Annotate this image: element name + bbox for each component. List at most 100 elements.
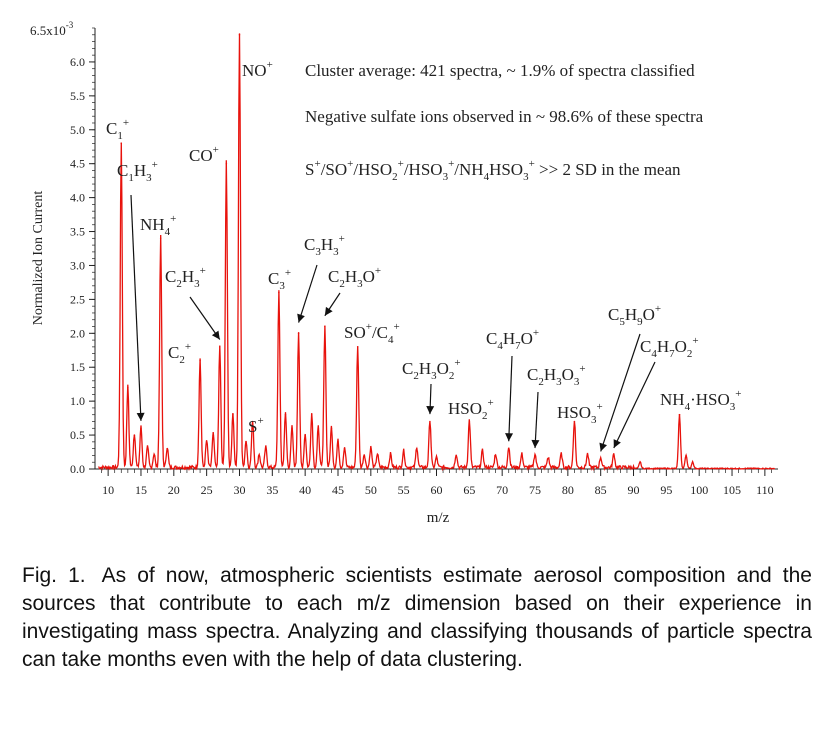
peak-point [547,458,549,460]
annotation-arrow-line [130,194,142,421]
peak-point [376,454,379,457]
peak-point [455,454,458,457]
annotation-arrow-head [297,313,305,323]
peak-point [494,454,497,457]
label-s: S+ [248,415,264,436]
axes: 0.0 0.5 1.0 1.5 2.0 2.5 3.0 3.5 4.0 4.5 5.0 5.5 6.0 1… [70,27,778,497]
info-line-cluster: Cluster average: 421 spectra, ~ 1.9% of … [305,61,695,80]
peak-point [291,427,293,430]
info-line-sulfate: Negative sulfate ions observed in ~ 98.6… [305,107,704,126]
label-c2h3o2: C2H3O2+ [402,357,461,382]
peak-point [599,458,602,460]
label-c3h3: C3H3+ [304,233,345,258]
y-tick-label: 6.0 [70,55,85,69]
peak-point [199,359,201,362]
peak-point [586,454,589,457]
y-tick-label: 1.0 [70,394,85,408]
y-axis-label: Normalized Ion Current [31,191,46,326]
x-tick-label: 100 [690,483,708,497]
annotation-arrow-head [613,439,621,449]
label-c2h3o: C2H3O+ [328,265,381,290]
y-tick-label: 0.0 [70,462,85,476]
peak-point [370,447,372,450]
x-tick-label: 80 [562,483,574,497]
peak-point [343,447,346,450]
label-c2: C2+ [168,341,191,366]
peak-point [258,454,260,457]
label-so-c4: SO+/C4+ [344,321,400,346]
y-tick-label: 3.0 [70,258,85,272]
peak-point [159,237,162,240]
label-hso2: HSO2+ [448,397,494,422]
peak-point [389,454,392,457]
label-no: NO+ [242,59,273,80]
peak-point [356,346,359,348]
peak-point [304,434,306,436]
label-nh4-hso3: NH4·HSO3+ [660,388,741,413]
x-tick-label: 20 [168,483,180,497]
peak-point [481,451,484,453]
y-tick-label: 1.5 [70,360,85,374]
label-c1: C1+ [106,117,129,142]
peak-point [278,291,280,294]
peak-point [639,461,641,464]
x-axis-label: m/z [427,510,450,526]
x-tick-label: 90 [628,483,640,497]
peak-point [415,447,418,450]
peak-point [324,325,326,328]
annotation-arrow-head [505,433,514,442]
peak-point [507,447,510,450]
annotation-arrow-line [613,361,656,449]
peak-point [212,434,215,436]
annotation-arrow-line [508,355,513,442]
peak-point [330,427,333,430]
x-tick-label: 25 [201,483,213,497]
peak-point [560,454,563,457]
x-tick-label: 105 [723,483,741,497]
x-tick-label: 50 [365,483,377,497]
peak-point [251,420,254,423]
x-tick-label: 40 [299,483,311,497]
peak-point [205,441,208,443]
peak-point [317,427,320,430]
info-line-sd: S+/SO+/HSO2+/HSO3+/NH4HSO3+ >> 2 SD in t… [305,158,681,183]
x-tick-label: 15 [135,483,147,497]
peak-point [613,454,615,457]
figure-caption: Fig. 1. As of now, atmospheric scientist… [22,562,812,674]
y-tick-label: 2.0 [70,326,85,340]
peak-point [232,413,234,416]
peak-point [534,454,536,457]
peak-point [133,434,136,436]
label-c1h3: C1H3+ [117,159,158,184]
y-exponent-label: 6.5x10-3 [30,20,74,38]
peak-point [363,454,366,457]
peak-point [685,454,687,457]
peak-point [337,441,339,443]
label-c2h3: C2H3+ [165,265,206,290]
peak-point [153,454,155,457]
peak-point [435,458,438,460]
peak-point [402,451,405,453]
label-c2h3o3: C2H3O3+ [527,363,586,388]
x-tick-label: 85 [595,483,607,497]
label-nh4: NH4+ [140,213,176,238]
x-tick-label: 95 [660,483,672,497]
peak-point [678,413,681,416]
y-tick-label: 0.5 [70,428,85,442]
y-tick-label: 4.0 [70,191,85,205]
x-tick-label: 10 [102,483,114,497]
label-co: CO+ [189,144,219,165]
x-tick-label: 75 [529,483,541,497]
y-tick-label: 4.5 [70,157,85,171]
annotation-arrows [130,194,656,452]
y-tick-label: 5.5 [70,89,85,103]
y-tick-label: 5.0 [70,123,85,137]
spectrum-series [98,33,776,472]
spectrum-line [98,33,776,472]
x-tick-label: 65 [463,483,475,497]
peak-point [238,33,241,36]
peak-point [264,447,267,450]
x-tick-label: 60 [431,483,443,497]
peak-point [284,413,287,416]
peak-point [146,447,149,450]
